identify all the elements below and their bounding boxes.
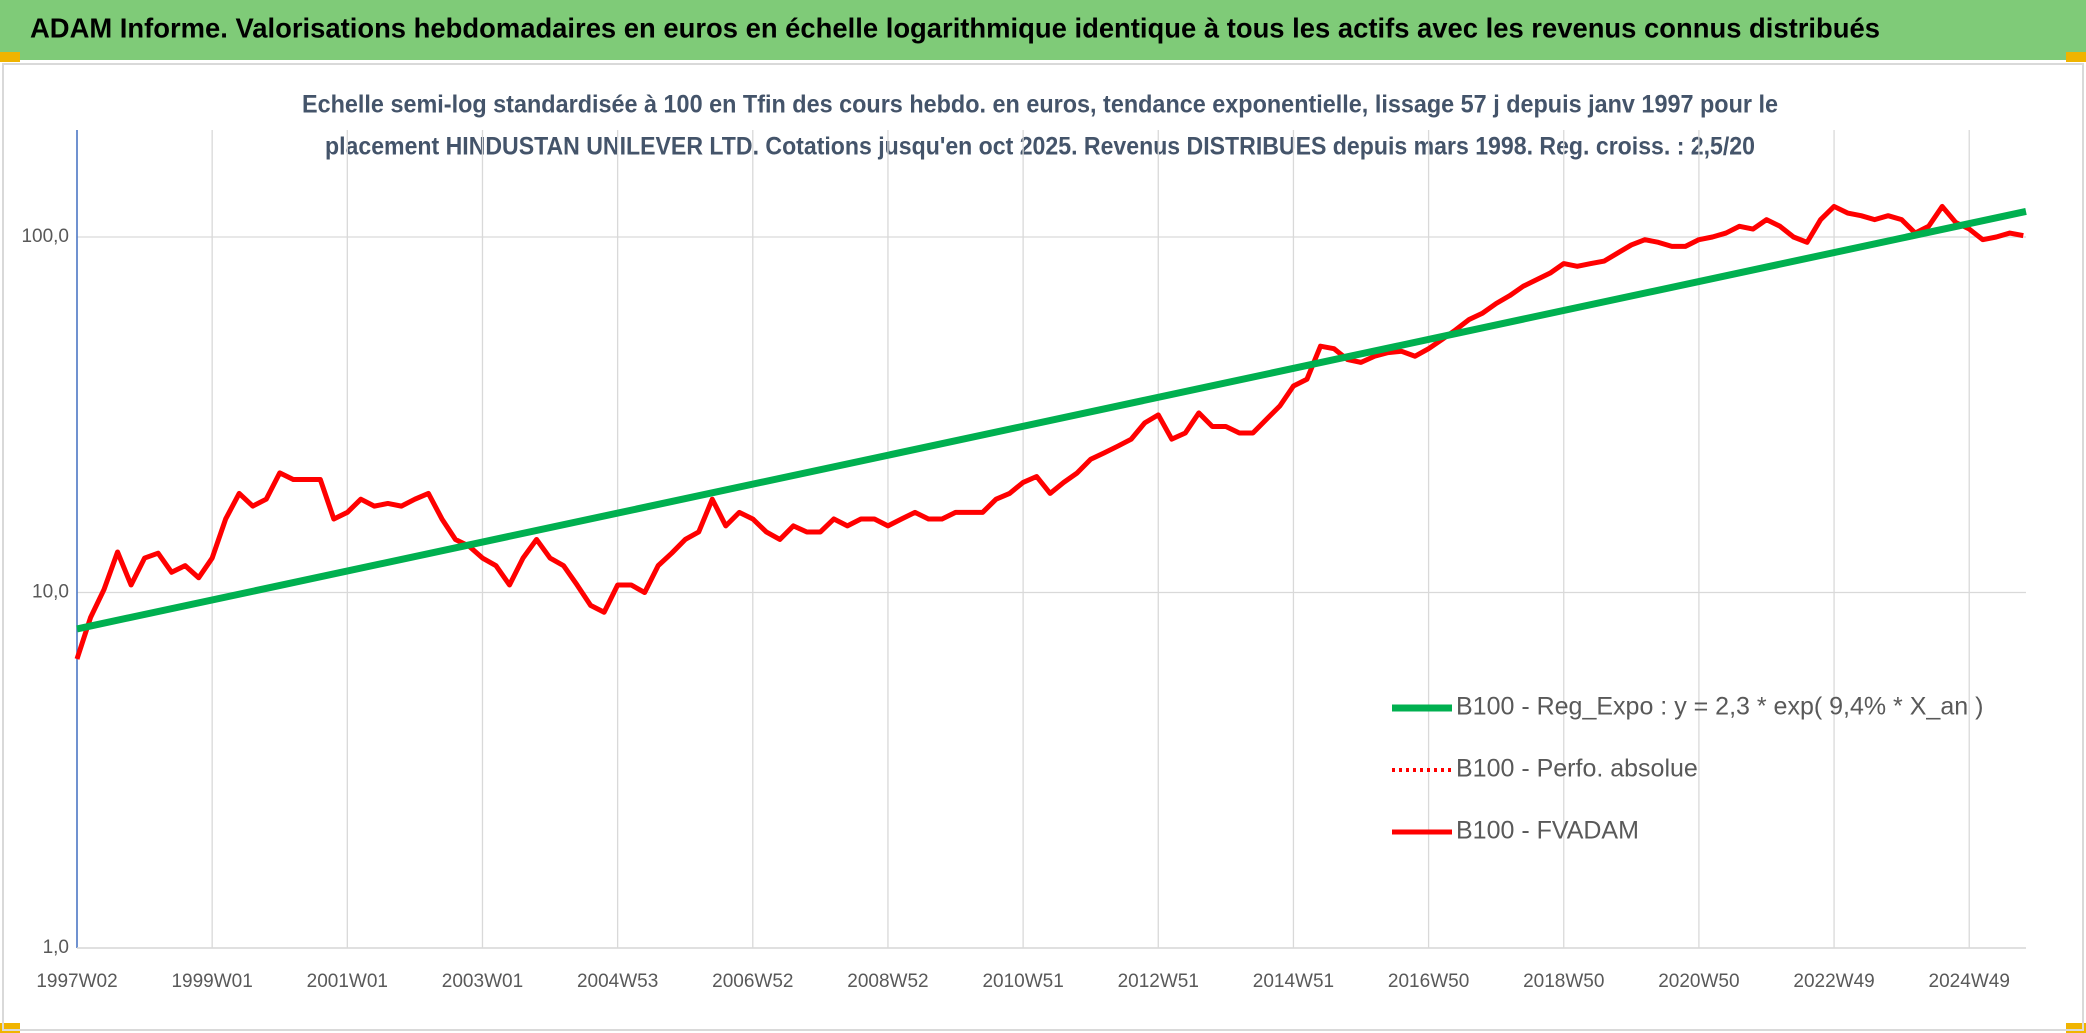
- corner-mark: [2066, 52, 2086, 62]
- series-line: [76, 208, 2027, 633]
- x-tick-label: 2016W50: [1388, 971, 1469, 992]
- series-line: [74, 203, 2024, 660]
- corner-mark: [2066, 1023, 2086, 1033]
- y-tick-label: 1,0: [43, 937, 69, 958]
- x-tick-label: 2004W53: [577, 971, 658, 992]
- x-tick-label: 2001W01: [307, 971, 388, 992]
- x-tick-label: 2014W51: [1253, 971, 1334, 992]
- chart-title: ADAM Informe. Valorisations hebdomadaire…: [30, 12, 1880, 43]
- x-tick-label: 2020W50: [1658, 971, 1739, 992]
- y-tick-label: 100,0: [21, 226, 69, 247]
- x-tick-label: 2010W51: [982, 971, 1063, 992]
- x-tick-label: 2012W51: [1118, 971, 1199, 992]
- chart-subtitle: placement HINDUSTAN UNILEVER LTD. Cotati…: [325, 133, 1755, 161]
- legend: B100 - Reg_Expo : y = 2,3 * exp( 9,4% * …: [1392, 693, 1983, 845]
- title-bar: [0, 0, 2086, 60]
- legend-label: B100 - Reg_Expo : y = 2,3 * exp( 9,4% * …: [1456, 693, 1983, 721]
- x-tick-label: 2022W49: [1793, 971, 1874, 992]
- y-tick-label: 10,0: [32, 582, 69, 603]
- x-tick-label: 2008W52: [847, 971, 928, 992]
- legend-label: B100 - Perfo. absolue: [1456, 755, 1698, 783]
- chart-subtitle: Echelle semi-log standardisée à 100 en T…: [302, 91, 1778, 119]
- plot: [74, 203, 2027, 660]
- x-tick-label: 2018W50: [1523, 971, 1604, 992]
- corner-mark: [0, 1023, 20, 1033]
- chart-frame: [2, 63, 2084, 1031]
- x-tick-label: 1999W01: [171, 971, 252, 992]
- x-tick-label: 1997W02: [36, 971, 117, 992]
- corner-mark: [0, 52, 20, 62]
- x-tick-label: 2003W01: [442, 971, 523, 992]
- legend-label: B100 - FVADAM: [1456, 817, 1639, 845]
- x-tick-label: 2024W49: [1929, 971, 2010, 992]
- x-tick-label: 2006W52: [712, 971, 793, 992]
